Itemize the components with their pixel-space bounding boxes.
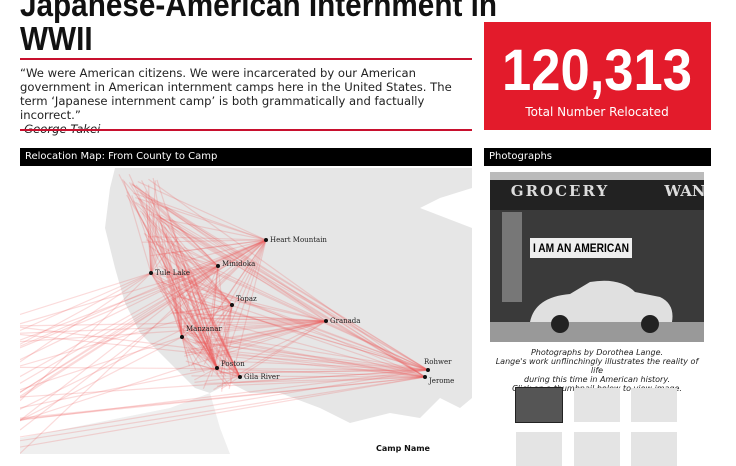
camp-marker bbox=[230, 303, 234, 307]
camp-label: Poston bbox=[221, 360, 245, 368]
camp-label: Tule Lake bbox=[155, 269, 190, 277]
camp-label: Manzanar bbox=[186, 325, 222, 333]
photo-part bbox=[551, 315, 569, 333]
divider bbox=[20, 58, 472, 60]
photo-caption: Photographs by Dorothea Lange. Lange's w… bbox=[490, 348, 704, 393]
kpi-card: 120,313 Total Number Relocated bbox=[484, 22, 711, 130]
camp-marker bbox=[215, 366, 219, 370]
photo-part bbox=[641, 315, 659, 333]
quote-text: “We were American citizens. We were inca… bbox=[20, 66, 452, 122]
camp-label: Rohwer bbox=[424, 358, 452, 366]
quote: “We were American citizens. We were inca… bbox=[20, 66, 475, 136]
photo-sign: WAN bbox=[663, 182, 704, 200]
camp-marker bbox=[264, 238, 268, 242]
divider bbox=[20, 129, 472, 131]
camp-label: Minidoka bbox=[222, 260, 255, 268]
camp-marker bbox=[423, 375, 427, 379]
camp-marker bbox=[324, 319, 328, 323]
photo-part bbox=[490, 172, 704, 180]
camp-label: Topaz bbox=[236, 295, 257, 303]
thumbnail[interactable] bbox=[516, 432, 562, 466]
thumbnail[interactable] bbox=[574, 388, 620, 422]
camp-label: Granada bbox=[330, 317, 360, 325]
map[interactable]: Heart Mountain Minidoka Tule Lake Topaz Gran… bbox=[20, 168, 472, 454]
caption-line: during this time in American history. bbox=[490, 375, 704, 384]
thumbnail[interactable] bbox=[631, 388, 677, 422]
photo-banner: I AM AN AMERICAN bbox=[533, 241, 629, 255]
legend-title: Camp Name bbox=[376, 444, 431, 453]
thumbnail[interactable] bbox=[574, 432, 620, 466]
kpi-label: Total Number Relocated bbox=[524, 105, 668, 119]
camp-label: Gila River bbox=[244, 373, 280, 381]
camp-marker bbox=[149, 271, 153, 275]
thumbnail[interactable] bbox=[516, 388, 562, 422]
camp-label: Jerome bbox=[428, 377, 454, 385]
photo-sign: GROCERY bbox=[511, 182, 609, 200]
photo-part bbox=[502, 212, 522, 302]
camp-marker bbox=[426, 368, 430, 372]
photo[interactable]: GROCERY WAN I AM AN AMERICAN bbox=[490, 172, 704, 342]
photos-header: Photographs bbox=[484, 148, 711, 166]
camp-marker bbox=[216, 264, 220, 268]
kpi-value: 120,313 bbox=[502, 38, 692, 103]
camp-marker bbox=[238, 375, 242, 379]
thumbnail[interactable] bbox=[631, 432, 677, 466]
caption-line: Lange's work unflinchingly illustrates t… bbox=[490, 357, 704, 375]
caption-line: Photographs by Dorothea Lange. bbox=[490, 348, 704, 357]
camp-marker bbox=[180, 335, 184, 339]
photo-part bbox=[490, 322, 704, 342]
map-header: Relocation Map: From County to Camp bbox=[20, 148, 472, 166]
page: Japanese-American Internment in WWII “We… bbox=[0, 0, 736, 454]
camp-label: Heart Mountain bbox=[270, 236, 327, 244]
page-title: WWII bbox=[20, 20, 93, 58]
